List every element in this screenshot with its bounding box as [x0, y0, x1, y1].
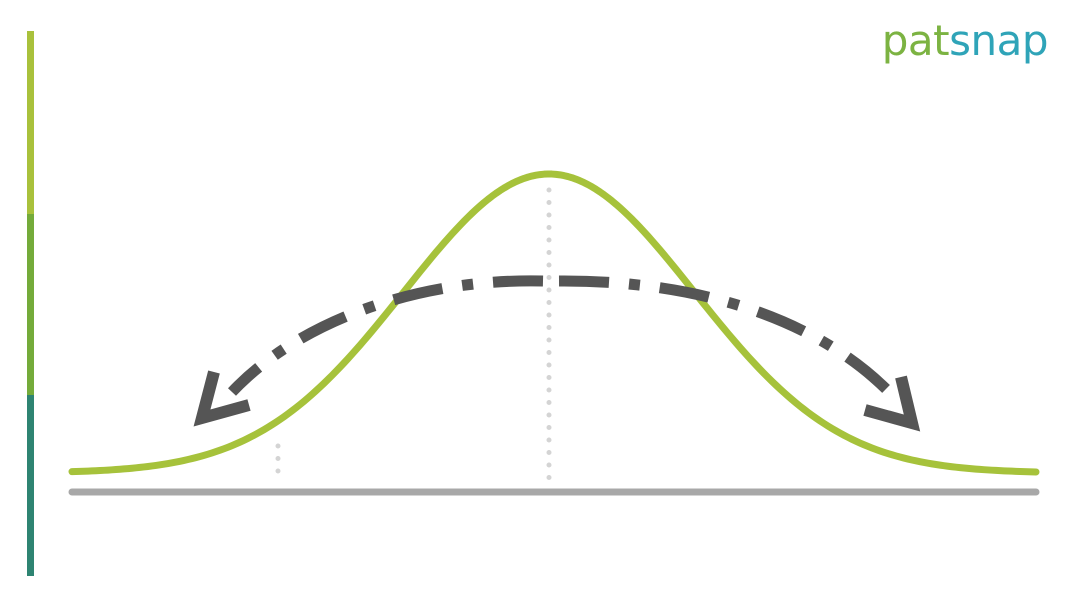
- bell-curve: [68, 170, 1040, 476]
- arrowhead-left: [193, 370, 251, 427]
- spread-arrow-arc-left: [228, 275, 544, 396]
- logo-text-pat: pat: [881, 16, 950, 65]
- spread-arrow-arc-right: [558, 275, 896, 399]
- accent-bar-top: [27, 31, 34, 214]
- logo-text-snap: snap: [949, 16, 1048, 65]
- accent-bar-middle: [27, 214, 34, 395]
- accent-bar-bottom: [27, 395, 34, 576]
- arrowhead-right: [863, 375, 921, 432]
- patsnap-logo: patsnap: [882, 20, 1049, 62]
